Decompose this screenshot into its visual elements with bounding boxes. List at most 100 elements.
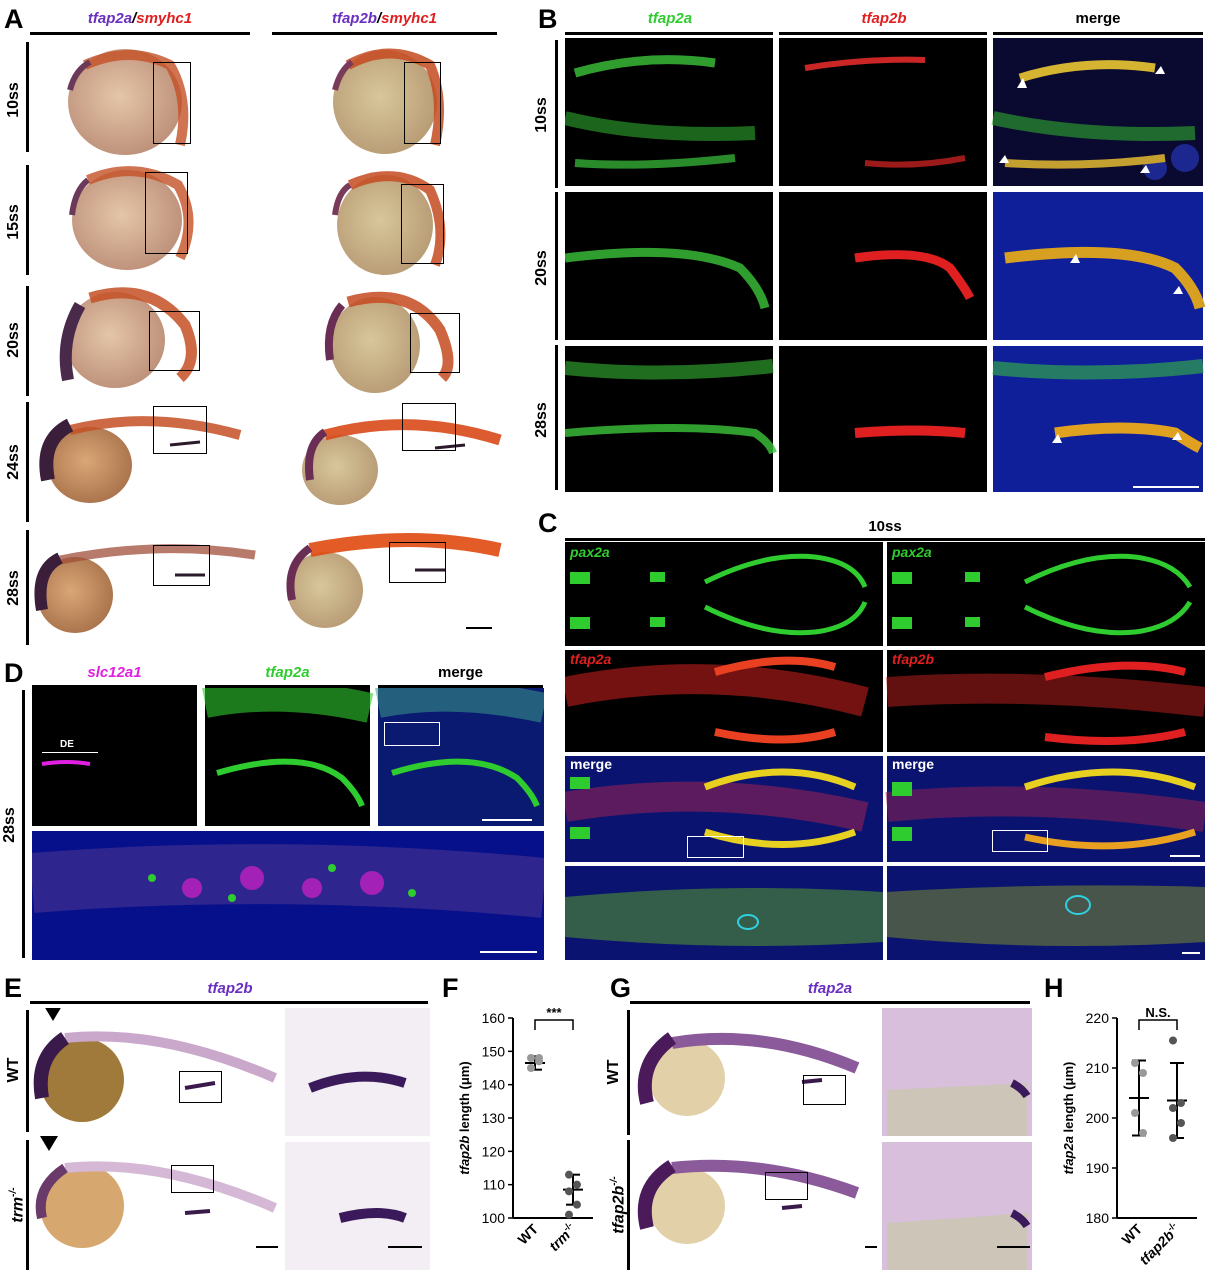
embryo-image-grid [34,48,502,633]
panel-b-image-grid [565,38,1205,492]
x-category-label: WT [1118,1220,1145,1247]
header-line [779,32,987,35]
panel-label-d: D [4,658,24,688]
region-box [171,1165,214,1193]
embryo-28ss-tfap2b [286,533,502,628]
panel-a-header-left: tfap2a/smyhc1 [30,10,250,27]
header-line [993,32,1203,35]
scale-bar [466,627,492,629]
header-line [378,685,543,688]
scale-bar [1133,486,1199,488]
region-box [179,1071,222,1103]
data-point [1177,1099,1185,1107]
panel-c-label: merge [570,756,613,772]
gene-smyhc1: smyhc1 [136,10,193,27]
panel-label-c: C [538,508,558,538]
panel-b-stage-bar [555,192,558,340]
y-tick-label: 100 [482,1210,506,1226]
row-label-mutant-sup: -/- [8,1187,19,1197]
y-tick-label: 150 [482,1043,506,1059]
y-tick-label: 200 [1086,1110,1110,1126]
x-category-label: tfap2b-/- [1135,1220,1183,1268]
stage-label: 24ss [5,444,22,480]
x-category-label: WT [514,1220,541,1247]
panel-a-stage-bar [26,165,29,275]
panel-label-g: G [610,973,632,1003]
scale-bar [997,1246,1030,1248]
panel-b-header: tfap2a [647,10,693,27]
y-tick-label: 160 [482,1010,506,1026]
y-tick-label: 190 [1086,1160,1110,1176]
y-tick-label: 180 [1086,1210,1110,1226]
scale-bar [256,1246,278,1248]
significance-label: N.S. [1145,1005,1170,1020]
panel-b-header: tfap2b [861,10,907,27]
region-box [404,62,441,144]
region-box [153,545,210,586]
embryo-20ss-tfap2b [324,291,454,393]
region-box [401,184,444,264]
panel-d-stage-bar [22,690,25,958]
panel-a-header-right: tfap2b/smyhc1 [272,10,497,27]
header-line [565,32,773,35]
panel-e-gene: tfap2b [207,980,253,997]
panel-a-header-line-right [272,32,497,35]
data-point [1169,1134,1177,1142]
y-tick-label: 220 [1086,1010,1110,1026]
panel-label-b: B [538,4,558,34]
region-box [153,62,191,144]
panel-d-header: slc12a1 [87,664,142,681]
panel-e-images [30,1008,430,1270]
y-tick-label: 110 [483,1177,506,1193]
gene-tfap2a: tfap2a [87,10,133,27]
gene-smyhc1: smyhc1 [381,10,438,27]
scale-bar [865,1246,877,1248]
scale-bar [1170,855,1200,857]
region-box [992,830,1048,852]
data-point [535,1054,543,1062]
row-label-mutant-name: trm [9,1196,27,1223]
x-category-label: trm-/- [545,1220,579,1254]
data-point [565,1187,573,1196]
row-label-mutant-sup: -/- [609,1176,620,1186]
scale-bar [482,819,532,821]
stage-label: 10ss [5,82,22,118]
region-box [389,542,446,583]
chart-h: 180 190 200 210 220 tfap2a length (μm) WTtfap2… [1061,1005,1197,1268]
region-box [687,836,744,858]
region-box [384,722,440,746]
panel-b-stage-bar [555,345,558,490]
slash: / [376,10,382,27]
panel-a-stage-bar [26,402,29,522]
panel-a-stage-bar [26,530,29,645]
data-point [1131,1109,1139,1117]
region-box [153,406,207,454]
header-line [565,538,1205,541]
region-line [42,752,98,753]
panel-c-label: tfap2a [570,651,612,667]
panel-a-stage-bar [26,42,29,152]
significance-bracket [534,1019,574,1030]
stage-label: 20ss [533,250,550,286]
panel-label-e: E [4,973,23,1003]
panel-a-header-line-left [30,32,250,35]
panel-label-a: A [4,4,24,34]
embryo-10ss-tfap2b [332,48,444,154]
data-point [573,1180,581,1189]
scale-bar [480,951,537,953]
panel-b-header: merge [1075,10,1121,27]
row-label-wt: WT [5,1057,22,1083]
panel-c-title: 10ss [868,518,902,535]
panel-e-row-bar [26,1010,29,1132]
panel-g-gene: tfap2a [807,980,853,997]
region-box [149,311,200,371]
y-axis-label: tfap2b length (μm) [457,1061,472,1174]
data-point [1169,1036,1177,1045]
panel-e-row-bar [26,1140,29,1270]
embryo-15ss-tfap2b [332,171,446,275]
header-line [205,685,370,688]
significance-bracket [1138,1019,1178,1030]
region-label-de: DE [60,739,74,750]
y-axis-label: tfap2a length (μm) [1061,1062,1076,1175]
y-tick-label: 140 [482,1077,506,1093]
